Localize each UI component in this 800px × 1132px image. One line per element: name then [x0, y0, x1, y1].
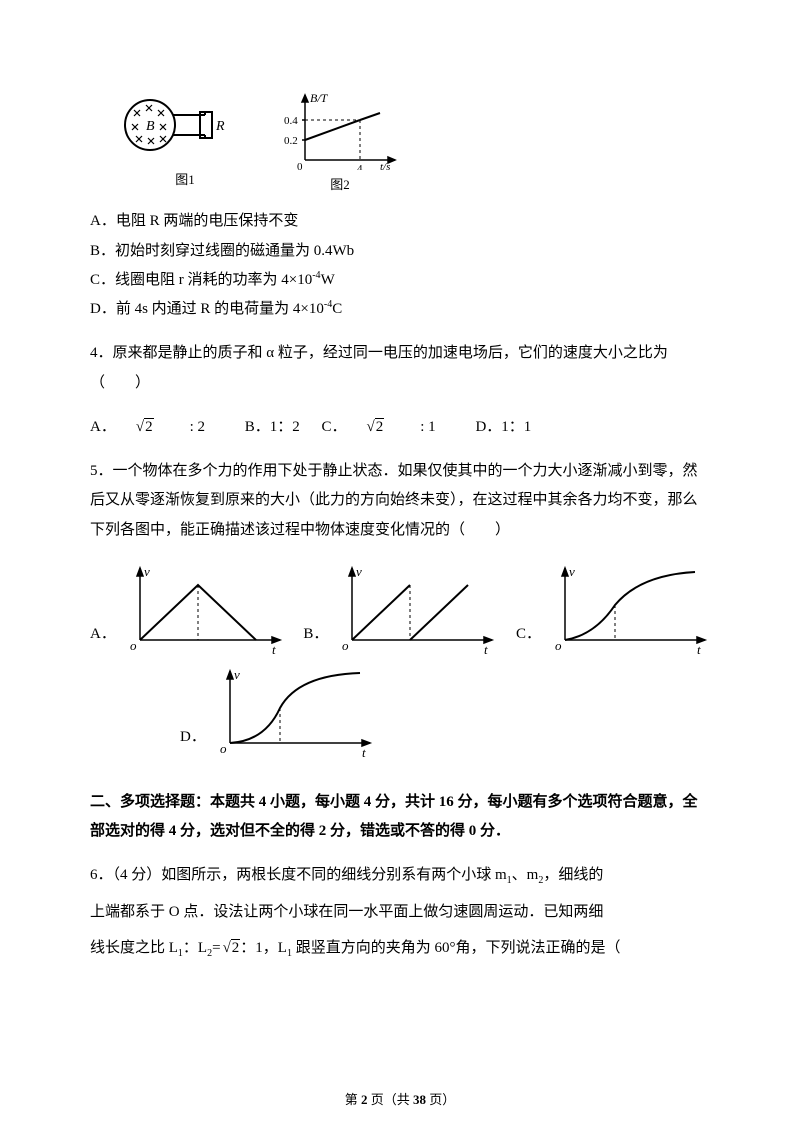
- q5-graph-A: A． v t o: [90, 560, 285, 655]
- q6-line1: 6．（4 分）如图所示，两根长度不同的细线分别系有两个小球 m1、m2，细线的: [90, 861, 710, 891]
- circuit-diagram: B R: [120, 90, 250, 165]
- section-2-heading: 二、多项选择题：本题共 4 小题，每小题 4 分，共计 16 分，每小题有多个选…: [90, 788, 710, 847]
- figure-1-caption: 图1: [175, 167, 195, 192]
- q5-graph-D: D． v t o: [180, 663, 375, 758]
- svg-text:t: t: [697, 642, 701, 655]
- svg-text:v: v: [144, 564, 150, 579]
- svg-text:o: o: [220, 741, 227, 756]
- svg-text:0: 0: [297, 161, 303, 170]
- q5-stem: 5．一个物体在多个力的作用下处于静止状态．如果仅使其中的一个力大小逐渐减小到零，…: [90, 457, 710, 545]
- svg-text:0.2: 0.2: [284, 135, 298, 147]
- svg-text:t: t: [362, 745, 366, 758]
- q5-graph-B: B． v t o: [303, 560, 497, 655]
- svg-text:B: B: [146, 119, 155, 134]
- q4-options: A．2: 2 B．1：2 C．2: 1 D．1：1: [90, 413, 710, 442]
- svg-text:v: v: [569, 564, 575, 579]
- bt-graph: B/T 0.4 0.2 4 t/s 0: [280, 90, 400, 170]
- svg-text:v: v: [234, 667, 240, 682]
- figure-2-caption: 图2: [330, 172, 350, 197]
- q6-line2: 上端都系于 O 点．设法让两个小球在同一水平面上做匀速圆周运动．已知两细: [90, 898, 710, 927]
- q5-graph-C: C． v t o: [516, 560, 710, 655]
- q4-D: D．1：1: [475, 419, 531, 435]
- q5-graph-row-1: A． v t o B．: [90, 560, 710, 655]
- q4-A: A．2: 2: [90, 419, 223, 435]
- q3-optA: A．电阻 R 两端的电压保持不变: [90, 207, 710, 236]
- svg-text:t: t: [272, 642, 276, 655]
- svg-text:o: o: [130, 638, 137, 653]
- q3-optB: B．初始时刻穿过线圈的磁通量为 0.4Wb: [90, 237, 710, 266]
- svg-text:o: o: [555, 638, 562, 653]
- svg-text:0.4: 0.4: [284, 115, 298, 127]
- svg-text:R: R: [215, 119, 225, 134]
- q6-line3: 线长度之比 L1：L2=2：1，L1 跟竖直方向的夹角为 60°角，下列说法正确…: [90, 934, 710, 964]
- svg-text:t: t: [484, 642, 488, 655]
- svg-text:B/T: B/T: [310, 91, 329, 105]
- q4-stem: 4．原来都是静止的质子和 α 粒子，经过同一电压的加速电场后，它们的速度大小之比…: [90, 339, 710, 398]
- svg-text:v: v: [356, 564, 362, 579]
- page-footer: 第 2 页（共 38 页）: [0, 1087, 800, 1112]
- q5-graph-row-2: D． v t o: [180, 663, 710, 758]
- q3-optD: D．前 4s 内通过 R 的电荷量为 4×10-4C: [90, 295, 710, 324]
- q4-B: B．1：2: [245, 419, 300, 435]
- figure-2: B/T 0.4 0.2 4 t/s 0 图2: [280, 90, 400, 197]
- q4-C: C．2: 1: [322, 419, 454, 435]
- svg-text:o: o: [342, 638, 349, 653]
- page: B R 图1: [0, 0, 800, 1132]
- figure-1: B R 图1: [120, 90, 250, 197]
- svg-text:4: 4: [357, 163, 363, 170]
- svg-text:t/s: t/s: [380, 161, 390, 170]
- q3-optC: C．线圈电阻 r 消耗的功率为 4×10-4W: [90, 266, 710, 295]
- figure-row: B R 图1: [120, 90, 710, 197]
